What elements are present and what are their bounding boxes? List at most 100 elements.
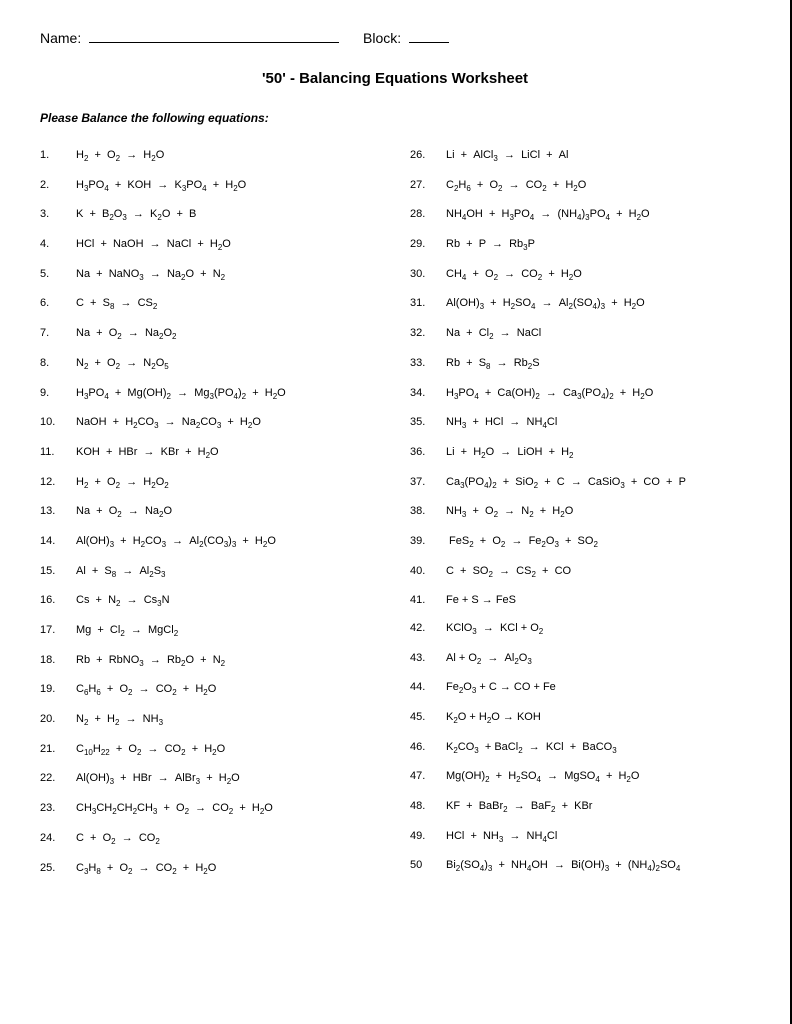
- equation-row: 13.Na + O2 → Na2O: [40, 505, 380, 519]
- equation-row: 47.Mg(OH)2 + H2SO4 → MgSO4 + H2O: [410, 770, 750, 784]
- equation-formula: Na + O2 → Na2O2: [76, 327, 380, 341]
- equation-formula: Na + O2 → Na2O: [76, 505, 380, 519]
- equation-formula: N2 + H2 → NH3: [76, 713, 380, 727]
- equation-row: 22.Al(OH)3 + HBr → AlBr3 + H2O: [40, 772, 380, 786]
- equation-formula: FeS2 + O2 → Fe2O3 + SO2: [446, 535, 750, 549]
- right-column: 26.Li + AlCl3 → LiCl + Al27.C2H6 + O2 → …: [410, 149, 750, 891]
- equation-number: 30.: [410, 268, 446, 280]
- equation-formula: NH4OH + H3PO4 → (NH4)3PO4 + H2O: [446, 208, 750, 222]
- equation-number: 27.: [410, 179, 446, 191]
- equation-number: 35.: [410, 416, 446, 428]
- equation-row: 32.Na + Cl2 → NaCl: [410, 327, 750, 341]
- equation-number: 49.: [410, 830, 446, 842]
- equation-formula: C + O2 → CO2: [76, 832, 380, 846]
- equation-formula: KOH + HBr → KBr + H2O: [76, 446, 380, 460]
- equation-formula: Li + H2O → LiOH + H2: [446, 446, 750, 460]
- instruction: Please Balance the following equations:: [40, 111, 750, 125]
- equation-formula: Al(OH)3 + H2CO3 → Al2(CO3)3 + H2O: [76, 535, 380, 549]
- equation-number: 40.: [410, 565, 446, 577]
- equation-number: 2.: [40, 179, 76, 191]
- equation-number: 21.: [40, 743, 76, 755]
- block-label: Block:: [363, 30, 401, 46]
- equation-formula: KF + BaBr2 → BaF2 + KBr: [446, 800, 750, 814]
- block-blank[interactable]: [409, 42, 449, 43]
- equation-row: 45.K2O + H2O → KOH: [410, 711, 750, 725]
- equation-number: 36.: [410, 446, 446, 458]
- equation-formula: Rb + RbNO3 → Rb2O + N2: [76, 654, 380, 668]
- equation-number: 31.: [410, 297, 446, 309]
- equation-formula: H3PO4 + Ca(OH)2 → Ca3(PO4)2 + H2O: [446, 387, 750, 401]
- equation-number: 43.: [410, 652, 446, 664]
- equation-formula: CH4 + O2 → CO2 + H2O: [446, 268, 750, 282]
- equation-formula: CH3CH2CH2CH3 + O2 → CO2 + H2O: [76, 802, 380, 816]
- equation-row: 18.Rb + RbNO3 → Rb2O + N2: [40, 654, 380, 668]
- equation-row: 4.HCl + NaOH → NaCl + H2O: [40, 238, 380, 252]
- name-blank[interactable]: [89, 42, 339, 43]
- equation-formula: NH3 + HCl → NH4Cl: [446, 416, 750, 430]
- equation-row: 28.NH4OH + H3PO4 → (NH4)3PO4 + H2O: [410, 208, 750, 222]
- equation-number: 48.: [410, 800, 446, 812]
- equation-formula: Bi2(SO4)3 + NH4OH → Bi(OH)3 + (NH4)2SO4: [446, 859, 750, 873]
- equation-row: 14.Al(OH)3 + H2CO3 → Al2(CO3)3 + H2O: [40, 535, 380, 549]
- equation-formula: Rb + P → Rb3P: [446, 238, 750, 252]
- equation-formula: Al(OH)3 + HBr → AlBr3 + H2O: [76, 772, 380, 786]
- equation-number: 13.: [40, 505, 76, 517]
- equation-number: 7.: [40, 327, 76, 339]
- equation-number: 20.: [40, 713, 76, 725]
- equation-number: 5.: [40, 268, 76, 280]
- equation-row: 10.NaOH + H2CO3 → Na2CO3 + H2O: [40, 416, 380, 430]
- equation-number: 24.: [40, 832, 76, 844]
- equation-row: 41.Fe + S → FeS: [410, 594, 750, 606]
- equation-row: 42.KClO3 → KCl + O2: [410, 622, 750, 636]
- equation-row: 6.C + S8 → CS2: [40, 297, 380, 311]
- equation-formula: Na + NaNO3 → Na2O + N2: [76, 268, 380, 282]
- equation-formula: Al + O2 → Al2O3: [446, 652, 750, 666]
- equation-row: 48.KF + BaBr2 → BaF2 + KBr: [410, 800, 750, 814]
- equation-number: 34.: [410, 387, 446, 399]
- equation-row: 36.Li + H2O → LiOH + H2: [410, 446, 750, 460]
- equation-row: 35.NH3 + HCl → NH4Cl: [410, 416, 750, 430]
- equation-row: 30.CH4 + O2 → CO2 + H2O: [410, 268, 750, 282]
- equation-number: 14.: [40, 535, 76, 547]
- equation-row: 16.Cs + N2 → Cs3N: [40, 594, 380, 608]
- equation-number: 23.: [40, 802, 76, 814]
- equation-formula: H3PO4 + Mg(OH)2 → Mg3(PO4)2 + H2O: [76, 387, 380, 401]
- equation-number: 16.: [40, 594, 76, 606]
- equation-row: 23.CH3CH2CH2CH3 + O2 → CO2 + H2O: [40, 802, 380, 816]
- equation-number: 15.: [40, 565, 76, 577]
- equation-row: 11.KOH + HBr → KBr + H2O: [40, 446, 380, 460]
- equation-number: 4.: [40, 238, 76, 250]
- equation-number: 33.: [410, 357, 446, 369]
- equation-formula: Al + S8 → Al2S3: [76, 565, 380, 579]
- equation-number: 22.: [40, 772, 76, 784]
- equation-formula: Mg(OH)2 + H2SO4 → MgSO4 + H2O: [446, 770, 750, 784]
- equation-formula: Ca3(PO4)2 + SiO2 + C → CaSiO3 + CO + P: [446, 476, 750, 490]
- equation-row: 34.H3PO4 + Ca(OH)2 → Ca3(PO4)2 + H2O: [410, 387, 750, 401]
- equation-number: 26.: [410, 149, 446, 161]
- equation-number: 32.: [410, 327, 446, 339]
- equation-number: 37.: [410, 476, 446, 488]
- equation-formula: Fe + S → FeS: [446, 594, 750, 606]
- equation-formula: HCl + NaOH → NaCl + H2O: [76, 238, 380, 252]
- equation-formula: H2 + O2 → H2O2: [76, 476, 380, 490]
- equation-number: 47.: [410, 770, 446, 782]
- equation-number: 25.: [40, 862, 76, 874]
- page-title: '50' - Balancing Equations Worksheet: [40, 70, 750, 87]
- equation-row: 8.N2 + O2 → N2O5: [40, 357, 380, 371]
- equation-number: 1.: [40, 149, 76, 161]
- equation-row: 40.C + SO2 → CS2 + CO: [410, 565, 750, 579]
- equation-row: 19.C6H6 + O2 → CO2 + H2O: [40, 683, 380, 697]
- equation-formula: C6H6 + O2 → CO2 + H2O: [76, 683, 380, 697]
- equation-number: 6.: [40, 297, 76, 309]
- equation-formula: C2H6 + O2 → CO2 + H2O: [446, 179, 750, 193]
- equation-formula: C3H8 + O2 → CO2 + H2O: [76, 862, 380, 876]
- equation-row: 2.H3PO4 + KOH → K3PO4 + H2O: [40, 179, 380, 193]
- equations-columns: 1.H2 + O2 → H2O2.H3PO4 + KOH → K3PO4 + H…: [40, 149, 750, 891]
- equation-row: 5.Na + NaNO3 → Na2O + N2: [40, 268, 380, 282]
- equation-number: 11.: [40, 446, 76, 458]
- equation-formula: N2 + O2 → N2O5: [76, 357, 380, 371]
- equation-number: 45.: [410, 711, 446, 723]
- equation-number: 41.: [410, 594, 446, 606]
- equation-formula: NaOH + H2CO3 → Na2CO3 + H2O: [76, 416, 380, 430]
- equation-row: 46.K2CO3 + BaCl2 → KCl + BaCO3: [410, 741, 750, 755]
